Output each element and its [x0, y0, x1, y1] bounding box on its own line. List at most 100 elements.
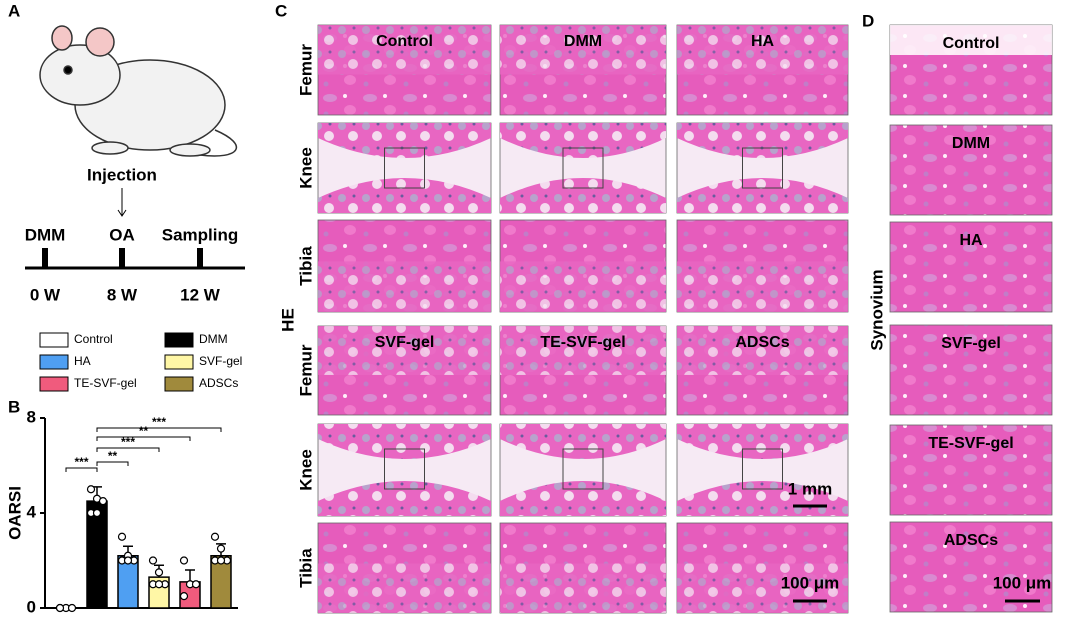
rat-illustration	[39, 25, 238, 157]
joint-tissue	[318, 178, 491, 213]
joint-tissue	[677, 178, 848, 213]
synovium-image	[889, 521, 1053, 613]
group-label: TE-SVF-gel	[928, 435, 1013, 452]
event-label: Sampling	[162, 225, 239, 244]
y-axis-label: OARSI	[5, 486, 24, 540]
row-label: Tibia	[296, 246, 315, 286]
group-label: Control	[943, 35, 1000, 52]
joint-tissue	[318, 123, 491, 158]
roi-box	[742, 147, 783, 189]
data-point	[92, 508, 102, 518]
sig-label: ***	[152, 415, 166, 429]
legend-label: DMM	[199, 332, 228, 346]
data-point	[210, 532, 220, 541]
roi-box	[742, 448, 783, 490]
stain-label: HE	[278, 308, 297, 332]
joint-tissue	[318, 424, 491, 459]
data-point	[67, 603, 77, 613]
bone-region	[500, 326, 666, 375]
legend-swatch	[164, 376, 194, 392]
timeline-tick	[42, 248, 48, 268]
data-point	[154, 580, 164, 589]
roi-box	[562, 147, 604, 189]
sig-bracket	[96, 436, 191, 441]
timeline-tick	[119, 248, 125, 268]
sig-bracket	[65, 467, 98, 472]
data-point	[216, 544, 226, 553]
synovium-image	[889, 424, 1053, 516]
legend-swatch	[164, 332, 194, 348]
sig-bracket	[96, 427, 222, 432]
data-point	[154, 568, 164, 577]
joint-tissue	[500, 178, 666, 213]
panel-letter: D	[862, 11, 874, 30]
data-point	[117, 532, 127, 541]
group-label: HA	[959, 232, 983, 249]
legend-label: SVF-gel	[199, 354, 242, 368]
scale-bar-label: 100 μm	[993, 573, 1052, 592]
joint-tissue	[677, 424, 848, 459]
joint-tissue	[500, 123, 666, 158]
group-label: Control	[376, 33, 433, 50]
bone-region	[318, 326, 491, 375]
bone-region	[318, 25, 491, 75]
synovium-image	[889, 221, 1053, 313]
joint-tissue	[500, 481, 666, 516]
group-label: SVF-gel	[375, 334, 435, 351]
data-point	[86, 485, 96, 494]
background	[890, 25, 1052, 55]
data-point	[148, 556, 158, 565]
bone-region	[318, 563, 491, 613]
data-point	[98, 497, 108, 506]
synovium-label: Synovium	[867, 269, 886, 350]
legend-swatch	[39, 332, 69, 348]
bone-region	[677, 326, 848, 375]
data-point	[123, 556, 133, 565]
group-label: HA	[751, 33, 775, 50]
legend-label: ADSCs	[199, 376, 238, 390]
sig-label: ***	[121, 435, 135, 449]
synovium-image	[889, 324, 1053, 416]
data-point	[179, 556, 189, 565]
group-label: DMM	[952, 135, 990, 152]
sig-label: ***	[74, 455, 88, 469]
joint-tissue	[677, 123, 848, 158]
data-point	[216, 556, 226, 565]
joint-tissue	[318, 481, 491, 516]
bar	[86, 500, 108, 609]
group-label: ADSCs	[944, 532, 998, 549]
bone-region	[677, 563, 848, 613]
y-tick-label: 8	[27, 407, 36, 426]
group-label: DMM	[564, 33, 602, 50]
bone-region	[500, 25, 666, 75]
panel-letter: A	[8, 1, 20, 20]
group-label: SVF-gel	[941, 335, 1001, 352]
scale-bar-label: 1 mm	[788, 479, 832, 498]
panel-letter: B	[8, 397, 20, 416]
bone-region	[677, 261, 848, 312]
sig-label: **	[139, 424, 149, 438]
y-tick-label: 0	[27, 597, 36, 616]
roi-box	[384, 147, 425, 189]
arrow-head	[117, 209, 127, 217]
group-label: ADSCs	[735, 334, 789, 351]
sig-bracket	[96, 447, 160, 452]
synovium-image	[889, 124, 1053, 216]
group-label: TE-SVF-gel	[540, 334, 625, 351]
row-label: Femur	[296, 44, 315, 96]
row-label: Knee	[296, 147, 315, 189]
panel-letter: C	[275, 1, 287, 20]
time-label: 8 W	[107, 285, 138, 304]
data-point	[55, 603, 65, 613]
bone-region	[677, 25, 848, 75]
injection-label: Injection	[87, 165, 157, 184]
sig-bracket	[96, 461, 129, 466]
legend-label: Control	[74, 332, 113, 346]
row-label: Tibia	[296, 548, 315, 588]
row-label: Femur	[296, 344, 315, 396]
time-label: 12 W	[180, 285, 221, 304]
y-tick-label: 4	[27, 502, 37, 521]
scale-bar-label: 100 μm	[781, 573, 840, 592]
legend-label: HA	[74, 354, 91, 368]
